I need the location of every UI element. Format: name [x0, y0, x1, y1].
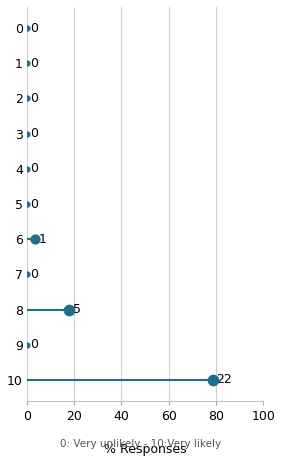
Point — [25, 130, 29, 137]
Point — [25, 59, 29, 67]
Point — [25, 201, 29, 208]
Text: 0: 0 — [30, 162, 39, 175]
Text: 0: 0 — [30, 57, 39, 70]
Point — [25, 24, 29, 32]
Point — [210, 376, 215, 384]
Text: 0: 0 — [30, 338, 39, 351]
Point — [25, 165, 29, 172]
X-axis label: % Responses: % Responses — [104, 443, 186, 455]
Text: 0: Very unlikely - 10:Very likely: 0: Very unlikely - 10:Very likely — [60, 439, 222, 449]
Point — [33, 236, 38, 243]
Point — [67, 306, 71, 313]
Text: 0: 0 — [30, 22, 39, 35]
Point — [25, 341, 29, 349]
Point — [25, 95, 29, 102]
Text: 0: 0 — [30, 92, 39, 105]
Text: 0: 0 — [30, 127, 39, 140]
Text: 0: 0 — [30, 268, 39, 281]
Text: 0: 0 — [30, 197, 39, 211]
Text: 5: 5 — [73, 303, 81, 316]
Text: 1: 1 — [39, 233, 47, 246]
Text: 22: 22 — [216, 373, 232, 386]
Point — [25, 271, 29, 278]
